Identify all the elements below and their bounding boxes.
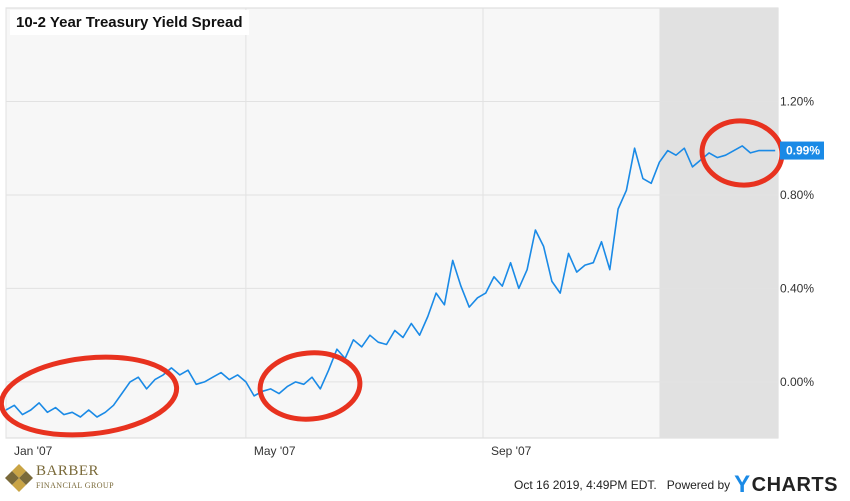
y-tick-label: 0.40%: [780, 281, 814, 295]
x-tick-label: Sep '07: [491, 444, 532, 458]
x-tick-label: Jan '07: [14, 444, 53, 458]
grid: [5, 8, 778, 438]
x-tick-label: May '07: [254, 444, 296, 458]
plot-area: [5, 7, 779, 439]
chart-title: 10-2 Year Treasury Yield Spread: [10, 10, 249, 35]
footer: Oct 16 2019, 4:49PM EDT. Powered by Y CH…: [514, 471, 838, 499]
hand-drawn-circle: [0, 354, 180, 438]
series-line: [5, 145, 776, 418]
shaded-region: [659, 8, 778, 438]
ycharts-logo[interactable]: Y CHARTS: [734, 471, 838, 499]
timestamp: Oct 16 2019, 4:49PM EDT.: [514, 478, 657, 492]
barber-logo: BARBER FINANCIAL GROUP: [4, 462, 124, 498]
last-value-badge: [780, 141, 824, 160]
powered-by: Powered by: [666, 478, 731, 492]
ycharts-y-icon: Y: [734, 471, 751, 498]
y-tick-label: 0.80%: [780, 188, 814, 202]
barber-logo-icon: [5, 464, 33, 492]
y-tick-label: 0.00%: [780, 375, 814, 389]
last-value-label: 0.99%: [786, 144, 820, 158]
logo-subtitle: FINANCIAL GROUP: [36, 481, 114, 490]
y-tick-label: 1.20%: [780, 94, 814, 108]
logo-name: BARBER: [36, 463, 100, 479]
hand-drawn-circle: [257, 350, 363, 422]
ycharts-brand-text: CHARTS: [751, 473, 838, 496]
